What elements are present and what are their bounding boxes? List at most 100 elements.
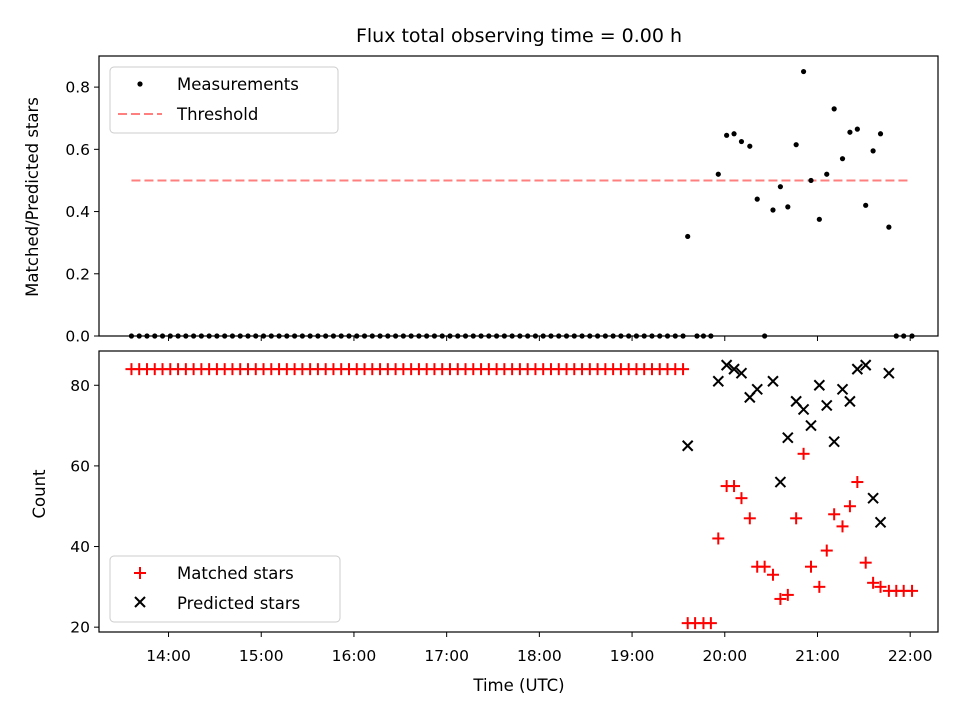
predicted-star-point <box>851 363 864 375</box>
measurement-point <box>824 171 830 177</box>
measurement-point <box>793 142 799 148</box>
measurement-point <box>863 202 869 208</box>
top-legend-box <box>109 66 339 134</box>
measurement-point <box>777 184 783 190</box>
predicted-star-point <box>782 431 794 444</box>
legend-predicted-label: Predicted stars <box>177 594 300 613</box>
measurement-point <box>770 207 776 213</box>
measurement-point <box>816 216 822 222</box>
matched-star-point <box>758 560 771 573</box>
matched-star-point <box>797 447 810 460</box>
matched-star-point <box>766 568 779 581</box>
predicted-star-point <box>805 419 817 432</box>
measurement-point <box>685 233 691 240</box>
measurement-point <box>715 171 721 177</box>
bottom-chart-data-layer <box>125 359 919 630</box>
matched-star-point <box>836 520 849 533</box>
matched-star-point <box>906 584 919 597</box>
bottom-x-tick-label: 18:00 <box>517 647 562 665</box>
matched-star-point <box>790 512 803 525</box>
predicted-star-point <box>821 399 833 412</box>
matched-star-point <box>781 588 794 601</box>
matched-star-point <box>828 508 841 521</box>
bottom-x-tick-label: 16:00 <box>332 647 377 665</box>
bottom-y-tick-label: 60 <box>70 457 90 475</box>
bottom-chart-x-ticks: 14:00 15:00 16:00 17:00 18:00 19:00 20:00 21:00… <box>146 632 933 665</box>
bottom-chart-legend: Matched stars Predicted stars <box>109 555 341 623</box>
matched-star-point <box>735 492 748 505</box>
matched-star-point <box>804 560 817 573</box>
measurement-point <box>854 126 860 132</box>
measurement-point <box>754 196 760 202</box>
predicted-star-point <box>720 359 733 371</box>
predicted-star-point <box>874 516 887 529</box>
matched-star-point <box>851 476 864 489</box>
top-chart-title: Flux total observing time = 0.00 h <box>356 25 682 47</box>
top-y-tick-label: 0.2 <box>65 265 90 283</box>
measurement-point <box>731 131 737 137</box>
legend-matched-marker <box>134 567 146 579</box>
measurement-point <box>785 204 791 210</box>
top-chart-panel: 0.00.20.40.60.8 Matched/Predicted stars … <box>23 55 939 346</box>
matched-star-point <box>820 544 833 557</box>
predicted-star-point <box>836 383 849 396</box>
measurement-point <box>724 132 730 138</box>
predicted-star-point <box>867 492 879 504</box>
predicted-star-point <box>681 440 694 452</box>
predicted-star-point <box>751 383 763 396</box>
top-y-tick-label: 0.6 <box>65 141 90 159</box>
measurement-point <box>747 143 753 149</box>
measurement-point <box>808 177 814 184</box>
bottom-chart-x-axis-label: Time (UTC) <box>472 676 564 695</box>
bottom-x-tick-label: 17:00 <box>424 647 469 665</box>
measurement-point <box>839 156 846 162</box>
predicted-star-point <box>813 379 826 391</box>
top-chart-y-axis-label: Matched/Predicted stars <box>23 97 42 297</box>
matched-star-point <box>728 480 741 493</box>
matched-star-point <box>859 556 872 569</box>
measurement-point <box>831 106 837 112</box>
top-chart-legend: Measurements Threshold <box>109 66 339 134</box>
bottom-y-tick-label: 80 <box>70 377 90 395</box>
bottom-x-tick-label: 15:00 <box>239 647 284 665</box>
predicted-star-point <box>883 367 895 379</box>
bottom-x-tick-label: 21:00 <box>795 647 840 665</box>
matched-star-point <box>712 532 725 545</box>
top-y-tick-label: 0.8 <box>65 79 90 97</box>
predicted-star-point <box>767 375 779 387</box>
predicted-star-point <box>728 363 740 375</box>
bottom-x-tick-label: 14:00 <box>146 647 191 665</box>
legend-predicted-marker <box>134 596 146 608</box>
matched-star-point <box>704 617 717 630</box>
bottom-y-tick-label: 20 <box>70 619 90 637</box>
bottom-x-tick-label: 19:00 <box>610 647 655 665</box>
matched-star-point <box>677 363 690 376</box>
matched-star-point <box>774 592 787 605</box>
bottom-legend-box <box>109 555 341 623</box>
matched-star-point <box>813 580 826 593</box>
matched-star-point <box>874 580 887 593</box>
bottom-x-tick-label: 20:00 <box>702 647 747 665</box>
predicted-star-point <box>844 395 856 408</box>
bottom-chart-panel: 20 40 60 80 14:00 15:00 16:00 17:00 18:00 19:00 2… <box>30 350 939 695</box>
predicted-star-point <box>797 403 810 416</box>
top-y-tick-label: 0.4 <box>65 203 90 221</box>
matched-star-point <box>743 512 756 525</box>
bottom-chart-y-ticks: 20 40 60 80 <box>70 377 99 637</box>
legend-threshold-label: Threshold <box>176 105 258 124</box>
top-y-tick-label: 0.0 <box>65 328 90 346</box>
bottom-x-tick-label: 22:00 <box>888 647 933 665</box>
bottom-chart-y-axis-label: Count <box>30 469 49 519</box>
measurement-point <box>870 148 876 154</box>
predicted-star-point <box>712 375 724 387</box>
measurement-point <box>847 129 853 135</box>
legend-measurements-marker <box>137 81 143 87</box>
top-chart-x-ticks <box>168 336 911 341</box>
matched-star-point <box>867 576 880 589</box>
legend-measurements-label: Measurements <box>177 75 299 94</box>
top-chart-frame <box>98 55 939 337</box>
measurement-point <box>886 224 892 230</box>
top-chart-y-ticks: 0.0 0.2 0.4 0.6 0.8 <box>65 79 99 346</box>
measurement-point <box>738 138 745 145</box>
